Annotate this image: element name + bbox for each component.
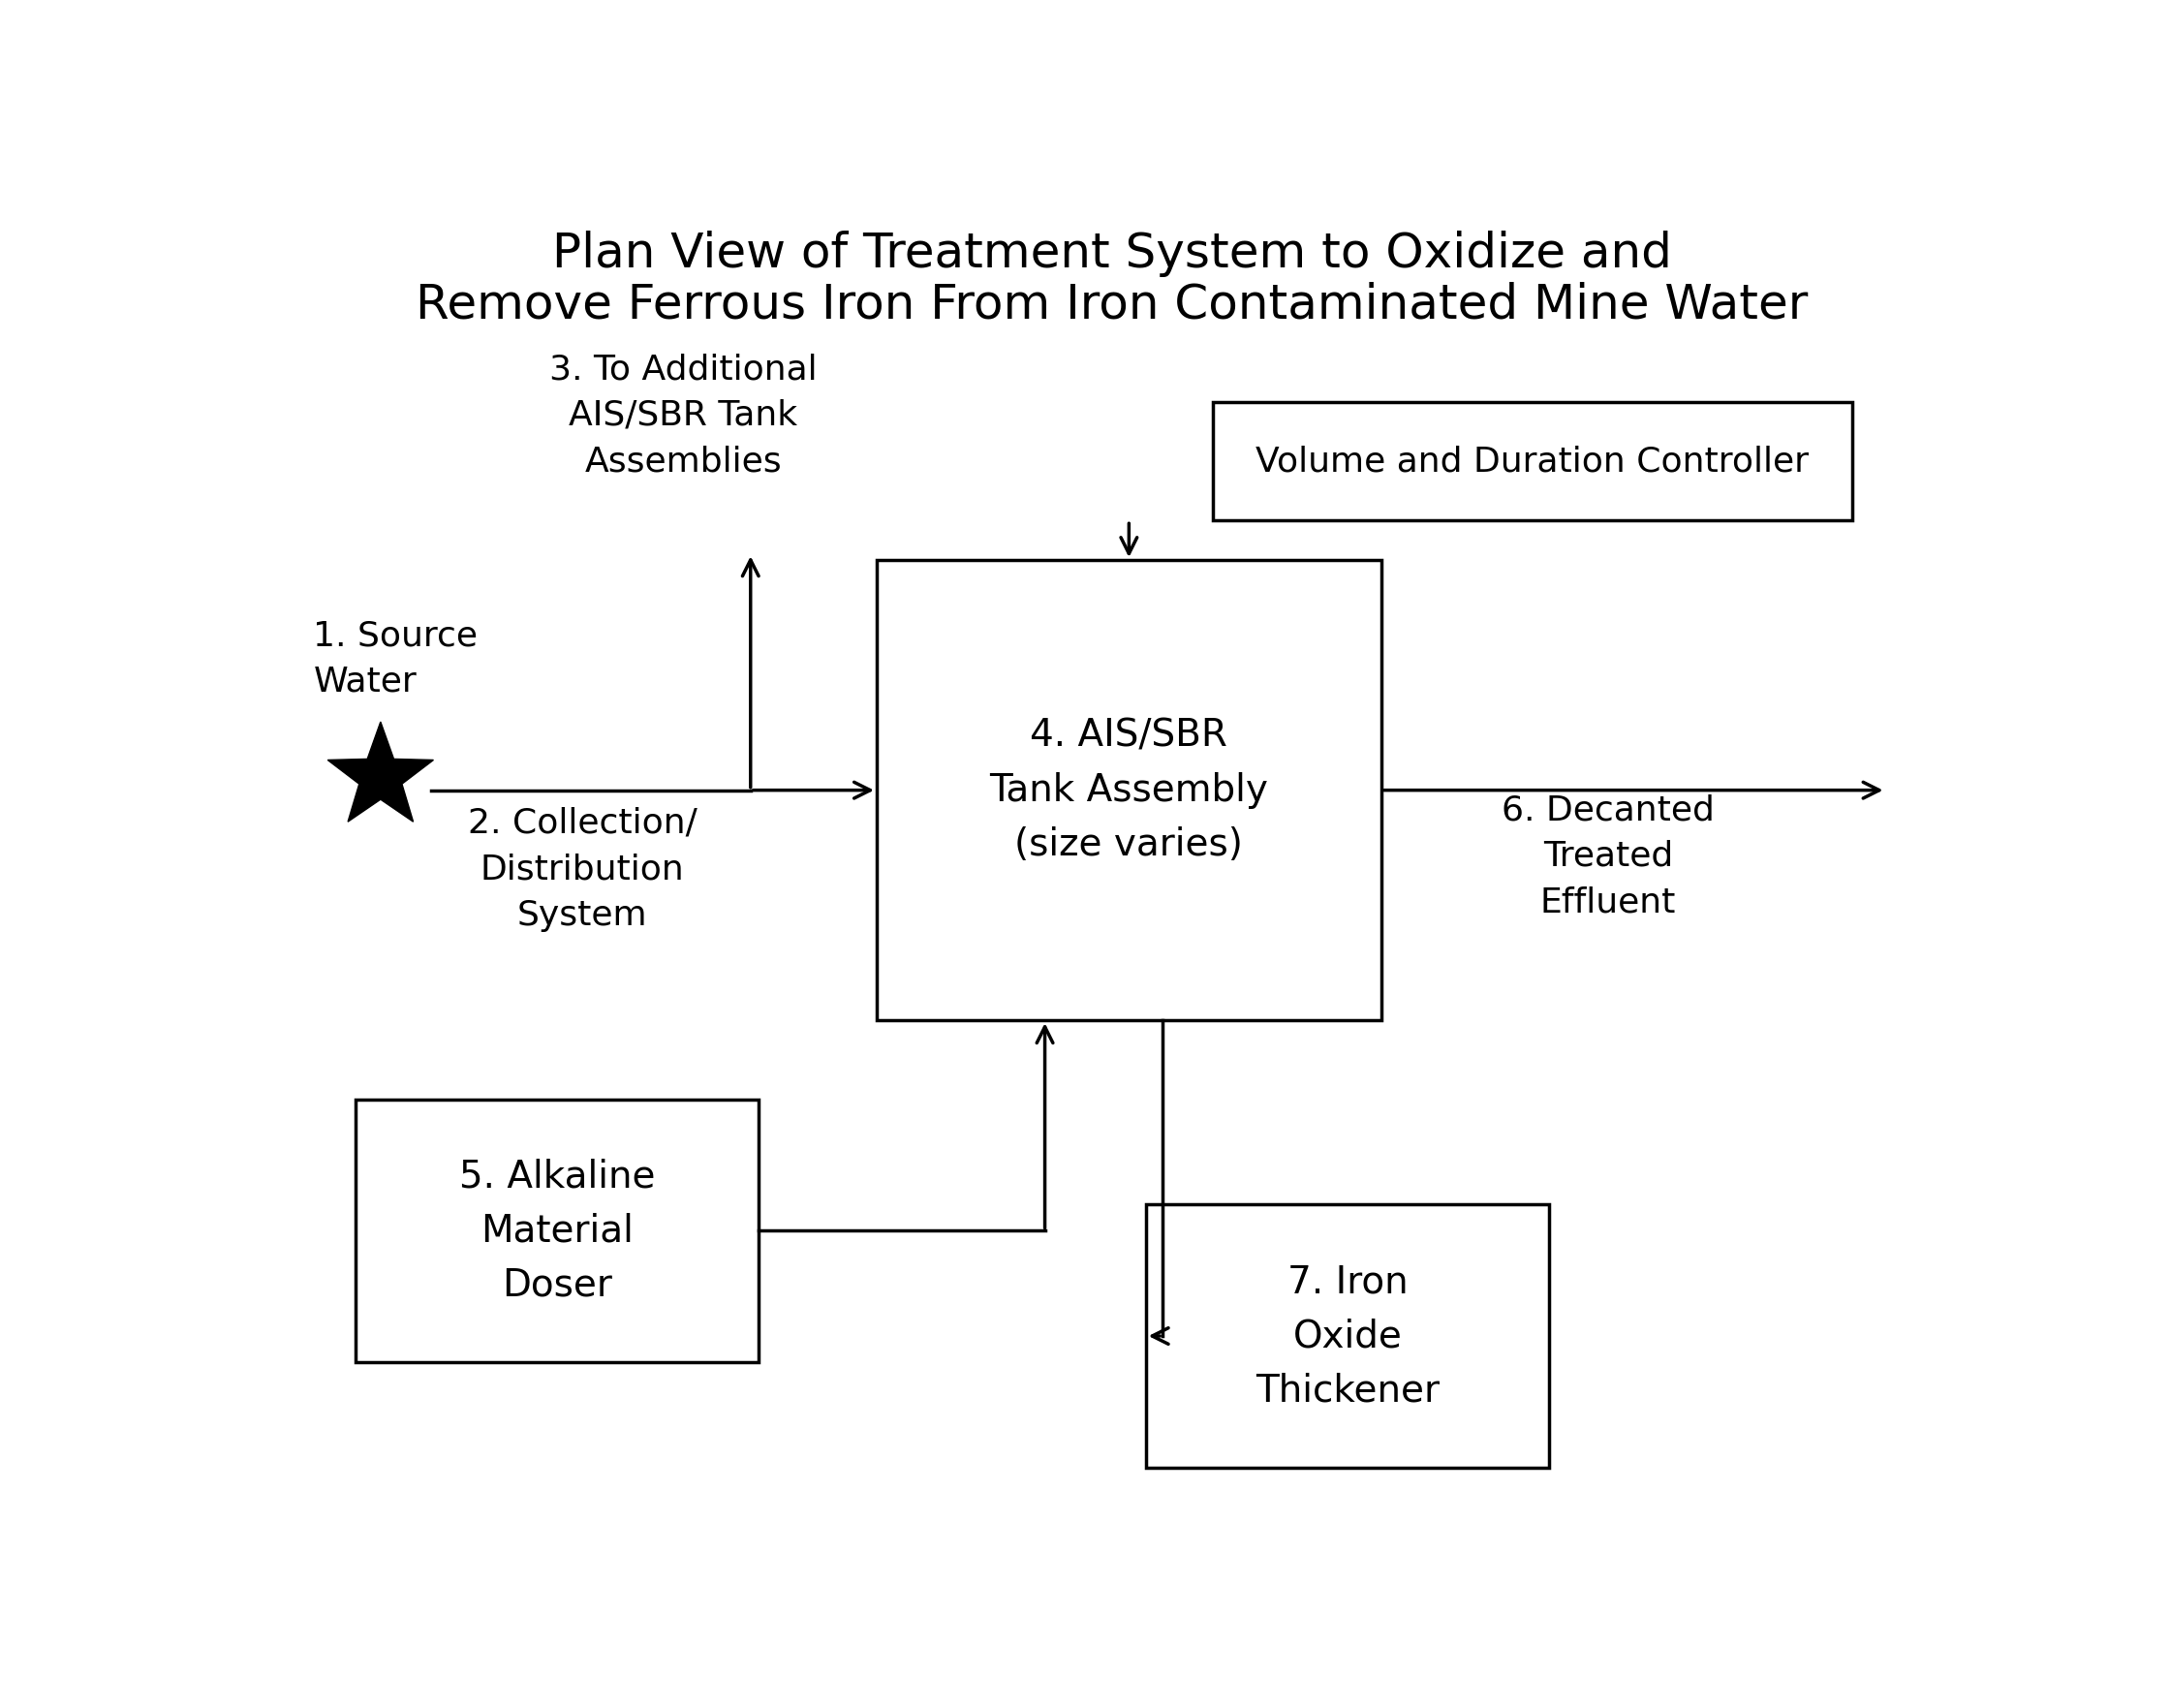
Text: Remove Ferrous Iron From Iron Contaminated Mine Water: Remove Ferrous Iron From Iron Contaminat…: [417, 282, 1808, 328]
Text: 2. Collection/
Distribution
System: 2. Collection/ Distribution System: [469, 806, 697, 931]
Text: Volume and Duration Controller: Volume and Duration Controller: [1256, 446, 1810, 478]
Bar: [877, 560, 1380, 1020]
Text: 7. Iron
Oxide
Thickener: 7. Iron Oxide Thickener: [1256, 1264, 1439, 1409]
Text: Plan View of Treatment System to Oxidize and: Plan View of Treatment System to Oxidize…: [551, 231, 1673, 277]
Text: 5. Alkaline
Material
Doser: 5. Alkaline Material Doser: [460, 1158, 655, 1303]
Text: 1. Source
Water: 1. Source Water: [312, 620, 477, 699]
Text: 6. Decanted
Treated
Effluent: 6. Decanted Treated Effluent: [1502, 794, 1714, 919]
Polygon shape: [328, 722, 434, 822]
Bar: [1146, 1204, 1549, 1467]
Text: 3. To Additional
AIS/SBR Tank
Assemblies: 3. To Additional AIS/SBR Tank Assemblies: [549, 354, 818, 478]
Bar: [1213, 401, 1853, 521]
Text: 4. AIS/SBR
Tank Assembly
(size varies): 4. AIS/SBR Tank Assembly (size varies): [990, 717, 1269, 863]
Bar: [356, 1100, 760, 1363]
